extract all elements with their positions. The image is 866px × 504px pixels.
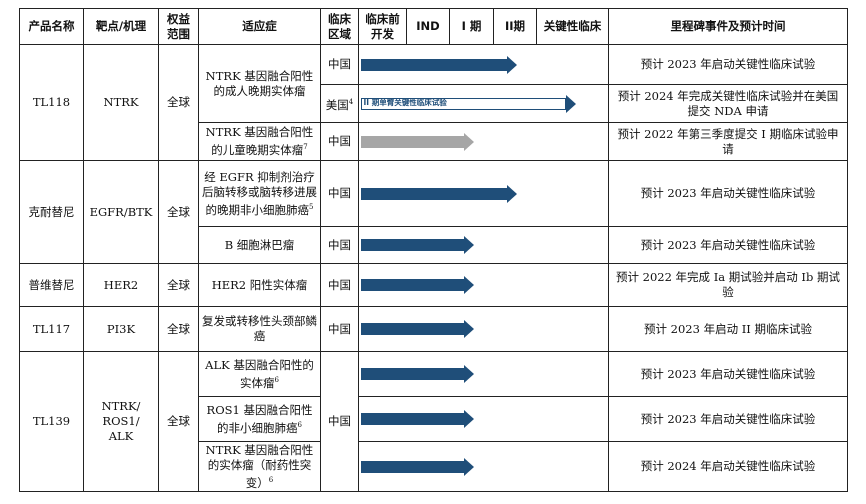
table-row: ROS1 基因融合阳性的非小细胞肺癌6 预计 2023 年启动关键性临床试验 <box>20 396 848 442</box>
product-target: HER2 <box>83 263 159 307</box>
product-target: NTRK <box>83 44 159 161</box>
table-row: B 细胞淋巴瘤 中国 预计 2023 年启动关键性临床试验 <box>20 226 848 264</box>
table-row: TL139 NTRK/ ROS1/ ALK 全球 ALK 基因融合阳性的实体瘤6… <box>19 351 848 492</box>
product-target: EGFR/BTK <box>83 160 159 264</box>
milestone-cell: 预计 2024 年启动关键性临床试验 <box>608 441 848 492</box>
header-preclinical: 临床前 开发 <box>358 8 407 45</box>
region-cell: 中国 <box>320 306 359 352</box>
product-rights: 全球 <box>158 351 199 492</box>
indication-cell: NTRK 基因融合阳性的实体瘤（耐药性突变）6 <box>198 441 321 492</box>
indication-cell: NTRK 基因融合阳性的儿童晚期实体瘤7 <box>198 122 321 161</box>
table-row: TL118 NTRK 全球 NTRK 基因融合阳性的成人晚期实体瘤 中国 预计 … <box>19 44 848 161</box>
indication-cell: B 细胞淋巴瘤 <box>198 226 321 264</box>
pipeline-table: 产品名称 靶点/机理 权益 范围 适应症 临床 区域 临床前 开发 IND I … <box>19 8 848 498</box>
indication-cell: ROS1 基因融合阳性的非小细胞肺癌6 <box>198 396 321 442</box>
product-target: NTRK/ ROS1/ ALK <box>83 351 159 492</box>
milestone-cell: 预计 2023 年启动关键性临床试验 <box>608 396 848 442</box>
milestone-cell: 预计 2023 年启动关键性临床试验 <box>608 160 848 227</box>
product-rights: 全球 <box>158 306 199 352</box>
product-name: TL117 <box>19 306 84 352</box>
table-row: NTRK 基因融合阳性的实体瘤（耐药性突变）6 预计 2024 年启动关键性临床… <box>20 441 848 492</box>
region-cell: 中国 <box>320 351 359 492</box>
header-phase2: II期 <box>493 8 537 45</box>
region-cell: 中国 <box>320 226 359 264</box>
milestone-cell: 预计 2023 年启动关键性临床试验 <box>608 44 848 85</box>
milestone-cell: 预计 2022 年第三季度提交 I 期临床试验申请 <box>608 122 848 161</box>
indication-cell: HER2 阳性实体瘤 <box>198 263 321 307</box>
region-cell: 中国 <box>320 160 359 227</box>
product-name: TL118 <box>19 44 84 161</box>
header-indication: 适应症 <box>198 8 321 45</box>
header-pivotal: 关键性临床 <box>536 8 609 45</box>
indication-cell: 复发或转移性头颈部鳞癌 <box>198 306 321 352</box>
product-name: 克耐替尼 <box>19 160 84 264</box>
table-row: 普维替尼 HER2 全球 HER2 阳性实体瘤 中国 预计 2022 年完成 I… <box>19 263 848 307</box>
pipeline-grid: 产品名称 靶点/机理 权益 范围 适应症 临床 区域 临床前 开发 IND I … <box>19 8 848 492</box>
region-cell: 中国 <box>320 122 359 161</box>
indication-cell: NTRK 基因融合阳性的成人晚期实体瘤 <box>198 44 321 123</box>
table-row: 克耐替尼 EGFR/BTK 全球 经 EGFR 抑制剂治疗后脑转移或脑转移进展的… <box>19 160 848 264</box>
product-name: TL139 <box>19 351 84 492</box>
table-row: TL117 PI3K 全球 复发或转移性头颈部鳞癌 中国 预计 2023 年启动… <box>19 306 848 352</box>
product-name: 普维替尼 <box>19 263 84 307</box>
product-rights: 全球 <box>158 44 199 161</box>
product-rights: 全球 <box>158 160 199 264</box>
header-ind: IND <box>406 8 450 45</box>
milestone-cell: 预计 2022 年完成 Ia 期试验并启动 Ib 期试验 <box>608 263 848 307</box>
header-target: 靶点/机理 <box>83 8 159 45</box>
milestone-cell: 预计 2024 年完成关键性临床试验并在美国提交 NDA 申请 <box>608 84 848 123</box>
milestone-cell: 预计 2023 年启动关键性临床试验 <box>608 226 848 264</box>
header-region: 临床 区域 <box>320 8 359 45</box>
header-rights: 权益 范围 <box>158 8 199 45</box>
indication-cell: ALK 基因融合阳性的实体瘤6 <box>198 351 321 397</box>
product-rights: 全球 <box>158 263 199 307</box>
region-cell: 中国 <box>320 263 359 307</box>
milestone-cell: 预计 2023 年启动 II 期临床试验 <box>608 306 848 352</box>
header-phase1: I 期 <box>449 8 494 45</box>
header-product: 产品名称 <box>19 8 84 45</box>
region-cell: 中国 <box>320 44 359 85</box>
milestone-cell: 预计 2023 年启动关键性临床试验 <box>608 351 848 397</box>
header-milestone: 里程碑事件及预计时间 <box>608 8 848 45</box>
region-cell: 美国4 <box>320 84 359 123</box>
indication-cell: 经 EGFR 抑制剂治疗后脑转移或脑转移进展的晚期非小细胞肺癌5 <box>198 160 321 227</box>
product-target: PI3K <box>83 306 159 352</box>
